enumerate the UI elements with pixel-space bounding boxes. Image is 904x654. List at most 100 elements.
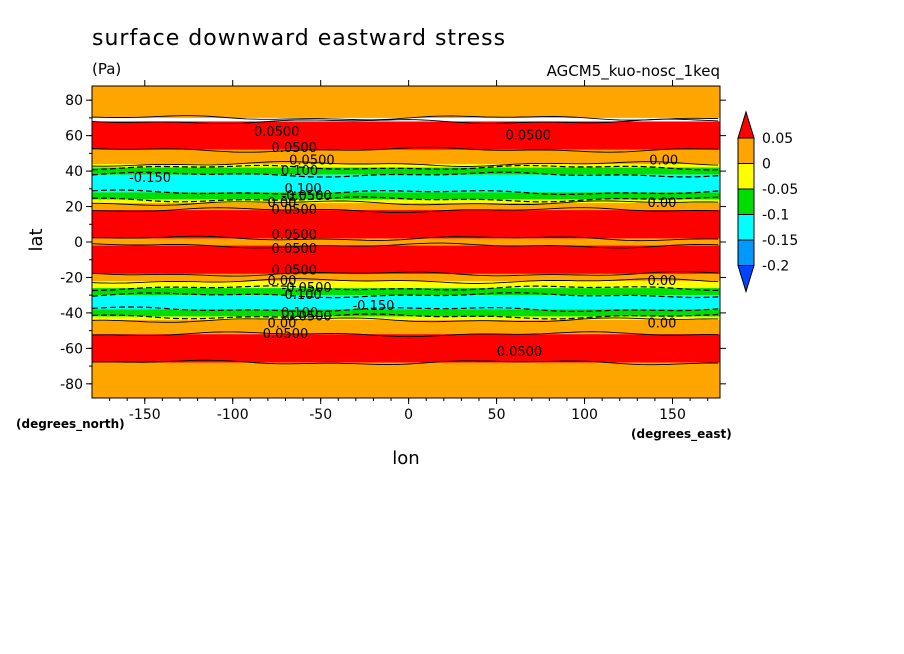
- y-axis-title: lat: [26, 228, 47, 251]
- contour-label: 0.100: [284, 288, 321, 303]
- contour-band: [92, 281, 720, 289]
- contour-label: -0.0500: [282, 309, 332, 324]
- x-axis-title: lon: [392, 448, 419, 469]
- y-tick-label: 0: [74, 235, 83, 251]
- contour-band: [92, 295, 720, 310]
- contour-line: [91, 189, 719, 196]
- contour-label: 0.00: [647, 274, 676, 289]
- contour-band: [92, 362, 720, 398]
- contour-label: 0.0500: [272, 242, 318, 257]
- x-axis: -150 -100 -50 0 50 100 150: [109, 80, 709, 423]
- contour-line: [91, 161, 719, 167]
- contour-label: -0.150: [352, 299, 394, 314]
- colorbar-label: -0.1: [762, 208, 789, 224]
- contour-band: [92, 210, 720, 239]
- units-label: (Pa): [92, 60, 121, 78]
- contour-line: [91, 313, 719, 320]
- contour-line: [91, 118, 719, 125]
- colorbar-label: -0.05: [762, 182, 798, 198]
- colorbar-swatch: [737, 137, 755, 164]
- contour-band: [92, 121, 720, 150]
- y-tick-label: -20: [60, 270, 83, 286]
- contour-band: [92, 199, 720, 203]
- contour-band: [92, 320, 720, 335]
- colorbar-bottom-arrow: [737, 265, 755, 294]
- contour-label: 0.0500: [506, 129, 552, 144]
- contour-band: [92, 309, 720, 317]
- contour-line: [91, 164, 719, 171]
- y-tick-label: -40: [60, 306, 83, 322]
- y-tick-label: 40: [65, 164, 83, 180]
- y-axis: 80 60 40 20 0 -20 -40 -60 -80: [60, 93, 726, 393]
- contour-band: [92, 273, 720, 281]
- x-tick-label: -150: [129, 407, 161, 423]
- contour-band: [92, 334, 720, 363]
- contour-label: 0.100: [284, 182, 321, 197]
- colorbar-label: 0.05: [762, 131, 793, 147]
- contour-band: [92, 288, 720, 296]
- x-tick-label: 0: [404, 407, 413, 423]
- contour-label: -0.150: [129, 171, 171, 186]
- contour-label: 0.0500: [272, 203, 318, 218]
- contour-label: 0.0500: [289, 153, 335, 168]
- contour-line: [92, 196, 719, 203]
- contour-bands: [92, 86, 720, 398]
- contour-label: 0.00: [268, 196, 297, 211]
- contour-label: 0.0500: [272, 263, 318, 278]
- contour-band: [92, 164, 720, 168]
- x-tick-label: -50: [309, 407, 332, 423]
- y-unit-label: (degrees_north): [16, 417, 125, 432]
- y-tick-label: -80: [60, 377, 83, 393]
- contour-band: [92, 245, 720, 274]
- contour-line: [92, 207, 719, 214]
- y-tick-label: 80: [65, 93, 83, 109]
- contour-band: [92, 86, 720, 118]
- colorbar: 0.05 0 -0.05 -0.1 -0.15 -0.2: [737, 110, 798, 294]
- contour-label: 0.0500: [272, 228, 318, 243]
- contour-label: 0.00: [649, 153, 678, 168]
- colorbar-top-arrow: [737, 110, 755, 139]
- colorbar-label: -0.15: [762, 233, 798, 249]
- contour-line: [91, 359, 719, 366]
- colorbar-swatch: [737, 239, 755, 266]
- contour-line: [91, 331, 719, 338]
- contour-band: [92, 316, 720, 320]
- chart-title: surface downward eastward stress: [92, 26, 506, 51]
- contour-line: [91, 306, 719, 313]
- contour-line: [91, 278, 719, 284]
- contour-line: [91, 317, 719, 323]
- y-tick-label: -60: [60, 341, 83, 357]
- contour-label: -0.0500: [282, 189, 332, 204]
- colorbar-swatch: [737, 188, 755, 215]
- y-tick-label: 20: [65, 200, 83, 216]
- contour-label: 0.00: [268, 317, 297, 332]
- x-tick-label: 100: [571, 407, 598, 423]
- contour-line: [91, 146, 719, 153]
- contour-line: [91, 271, 719, 277]
- contour-label: 0.100: [281, 306, 318, 321]
- x-tick-label: -100: [217, 407, 249, 423]
- x-unit-label: (degrees_east): [631, 427, 732, 442]
- contour-label: 0.100: [281, 164, 318, 179]
- contour-label: 0.0500: [263, 327, 309, 342]
- colorbar-label: 0: [762, 157, 771, 173]
- x-tick-label: 150: [659, 407, 686, 423]
- contour-line: [91, 292, 719, 299]
- contour-line: [91, 115, 719, 121]
- contour-label: 0.00: [647, 196, 676, 211]
- contour-line: [92, 200, 719, 206]
- contour-label: -0.0500: [282, 281, 332, 296]
- contour-label: 0.00: [268, 274, 297, 289]
- contour-label: 0.0500: [497, 345, 543, 360]
- contour-band: [92, 167, 720, 175]
- colorbar-swatch: [737, 163, 755, 190]
- contour-label: 0.00: [647, 317, 676, 332]
- contour-line: [92, 235, 719, 242]
- colorbar-label: -0.2: [762, 259, 789, 275]
- dataset-label: AGCM5_kuo-nosc_1keq: [547, 62, 720, 81]
- contour-line: [91, 242, 719, 249]
- contour-lines: [91, 115, 719, 366]
- x-tick-label: 50: [488, 407, 506, 423]
- contour-label: 0.0500: [272, 141, 318, 156]
